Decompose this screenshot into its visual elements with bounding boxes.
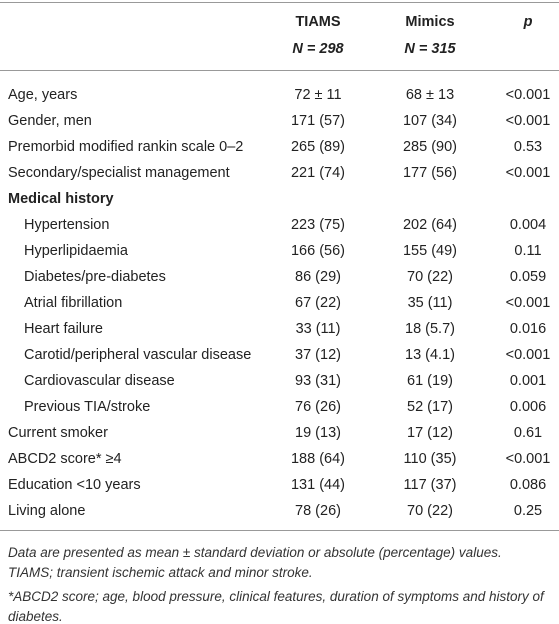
p-value: <0.001 [505,113,551,129]
p-value: 0.059 [509,269,547,285]
tiams-value: 265 (89) [290,139,346,155]
row-label: Education <10 years [8,477,141,493]
mimics-value: 70 (22) [407,269,453,285]
row-label: Current smoker [8,425,108,441]
mimics-value: 202 (64) [402,217,458,233]
column-header: p [523,14,533,30]
mimics-value: 285 (90) [402,139,458,155]
tiams-value: 72 ± 11 [294,87,342,103]
p-value: 0.001 [509,373,547,389]
row-label: Hyperlipidaemia [24,243,128,259]
tiams-value: 171 (57) [290,113,346,129]
tiams-value: 78 (26) [295,503,341,519]
top-rule [0,2,559,3]
footnote: *ABCD2 score; age, blood pressure, clini… [8,589,544,624]
p-value: 0.086 [509,477,547,493]
row-label: Atrial fibrillation [24,295,123,311]
mimics-value: 52 (17) [407,399,453,415]
tiams-value: 223 (75) [290,217,346,233]
p-value: 0.11 [514,243,542,259]
mimics-value: 61 (19) [407,373,453,389]
p-value: 0.004 [509,217,547,233]
row-label: Previous TIA/stroke [24,399,151,415]
column-header: TIAMS [295,14,341,30]
column-n: N = 315 [404,41,456,57]
row-label: ABCD2 score* ≥4 [8,451,122,467]
mimics-value: 177 (56) [402,165,458,181]
mimics-value: 155 (49) [402,243,458,259]
p-value: 0.25 [513,503,543,519]
tiams-value: 33 (11) [295,321,341,337]
tiams-value: 67 (22) [295,295,341,311]
mimics-value: 107 (34) [402,113,458,129]
mimics-value: 117 (37) [403,477,457,493]
section-label: Medical history [8,191,114,207]
mimics-value: 110 (35) [403,451,457,467]
row-label: Living alone [8,503,86,519]
mimics-value: 13 (4.1) [405,347,455,363]
row-label: Gender, men [8,113,92,129]
tiams-value: 37 (12) [295,347,341,363]
row-label: Cardiovascular disease [24,373,175,389]
footnote: Data are presented as mean ± standard de… [8,545,502,560]
tiams-value: 131 (44) [290,477,346,493]
row-label: Secondary/specialist management [8,165,230,181]
tiams-value: 86 (29) [295,269,341,285]
p-value: <0.001 [505,87,551,103]
column-n: N = 298 [292,41,344,57]
bottom-rule [0,530,559,531]
row-label: Carotid/peripheral vascular disease [24,347,252,363]
p-value: 0.006 [509,399,547,415]
row-label: Hypertension [24,217,110,233]
p-value: 0.016 [509,321,547,337]
tiams-value: 93 (31) [295,373,341,389]
p-value: 0.53 [513,139,543,155]
tiams-value: 76 (26) [295,399,341,415]
tiams-value: 221 (74) [290,165,346,181]
mimics-value: 35 (11) [407,295,453,311]
mimics-value: 70 (22) [407,503,453,519]
p-value: <0.001 [505,295,551,311]
p-value: <0.001 [505,451,551,467]
column-header: Mimics [405,14,455,30]
p-value: <0.001 [505,165,551,181]
row-label: Heart failure [24,321,103,337]
mimics-value: 18 (5.7) [405,321,455,337]
header-rule [0,70,559,71]
tiams-value: 188 (64) [290,451,346,467]
mimics-value: 17 (12) [407,425,453,441]
row-label: Premorbid modified rankin scale 0–2 [8,139,244,155]
p-value: 0.61 [513,425,543,441]
row-label: Age, years [8,87,78,103]
row-label: Diabetes/pre-diabetes [24,269,166,285]
p-value: <0.001 [505,347,551,363]
tiams-value: 166 (56) [290,243,346,259]
footnote: TIAMS; transient ischemic attack and min… [8,565,313,580]
tiams-value: 19 (13) [295,425,341,441]
mimics-value: 68 ± 13 [405,87,455,103]
